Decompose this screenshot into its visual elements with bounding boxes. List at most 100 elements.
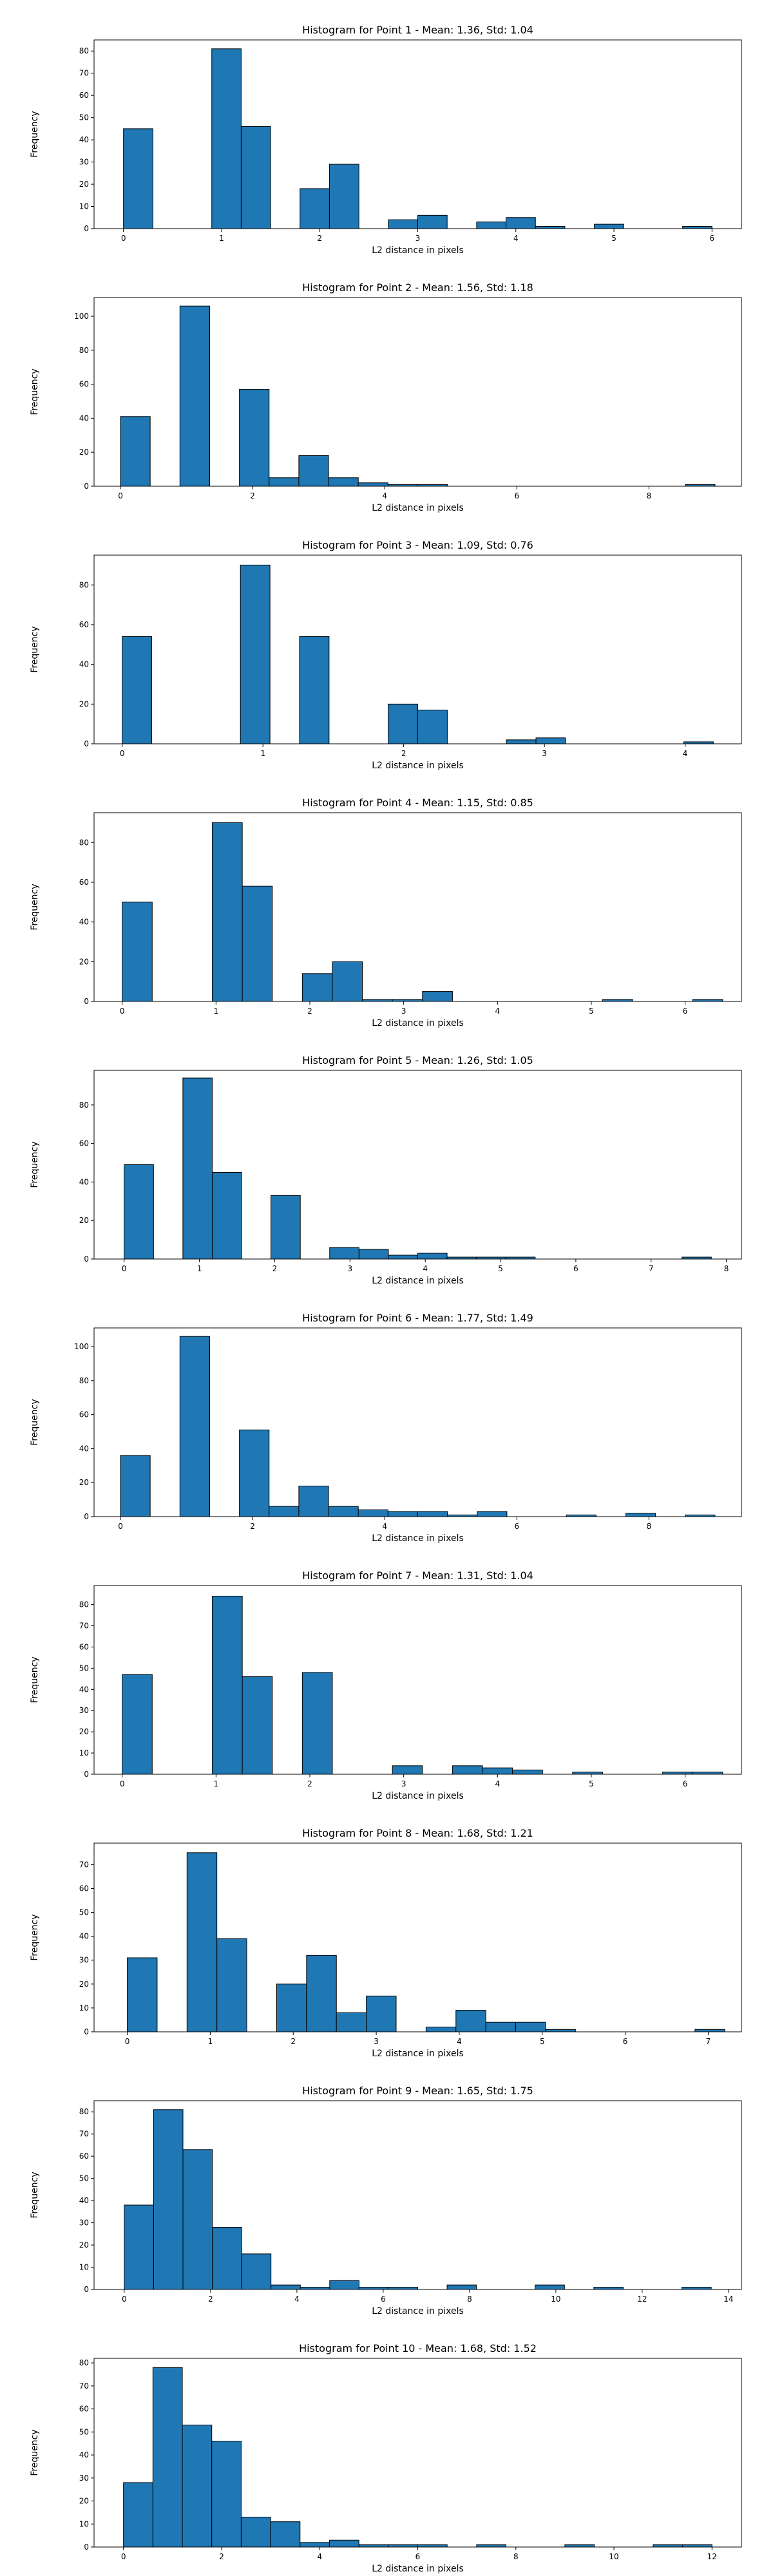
histogram-bar [653, 2544, 683, 2548]
y-tick-label: 0 [84, 1255, 89, 1264]
histogram-bar [240, 564, 271, 744]
x-tick-label: 0 [118, 1522, 123, 1531]
y-tick-label: 80 [79, 580, 89, 589]
histogram-bar [328, 1506, 359, 1517]
y-tick-label: 60 [79, 2405, 89, 2414]
axes-frame [93, 1842, 742, 2032]
x-tick-label: 1 [197, 1264, 202, 1273]
y-tick-label: 20 [79, 2497, 89, 2506]
histogram-bar [388, 2544, 418, 2548]
x-tick-label: 2 [291, 2037, 296, 2046]
histogram-bar [332, 961, 363, 1002]
y-tick-label: 20 [79, 1980, 89, 1989]
x-axis-label: L2 distance in pixels [372, 1276, 464, 1286]
x-tick-label: 8 [513, 2552, 519, 2561]
x-tick-label: 6 [515, 1522, 520, 1531]
chart-title: Histogram for Point 4 - Mean: 1.15, Std:… [302, 797, 533, 809]
histogram-bar [240, 2517, 271, 2548]
histogram-bar [388, 1255, 419, 1260]
y-tick-label: 30 [79, 158, 89, 167]
y-tick-label: 40 [79, 2196, 89, 2205]
histogram-bar [306, 1955, 337, 2032]
y-axis-label: Frequency [30, 1141, 40, 1188]
y-tick-label: 50 [79, 1908, 89, 1917]
x-tick-label: 8 [647, 491, 652, 500]
histogram-bar [123, 2482, 153, 2548]
histogram-bar [482, 1767, 513, 1775]
x-tick-label: 14 [723, 2295, 733, 2304]
histogram-bar [276, 1984, 307, 2032]
y-tick-label: 20 [79, 1727, 89, 1736]
y-tick-label: 10 [79, 2003, 89, 2012]
histogram-bar [153, 2109, 184, 2290]
histogram-bar [388, 219, 418, 229]
histogram-chart-9: Histogram for Point 9 - Mean: 1.65, Std:… [30, 2085, 742, 2316]
histogram-bar [388, 2287, 419, 2290]
chart-title: Histogram for Point 6 - Mean: 1.77, Std:… [302, 1312, 533, 1324]
y-axis-label: Frequency [30, 2429, 40, 2476]
histogram-bar [182, 1077, 213, 1260]
histogram-bar [271, 1195, 301, 1260]
y-tick-label: 0 [84, 1770, 89, 1779]
x-tick-label: 1 [214, 1007, 219, 1016]
histogram-bar [123, 128, 153, 229]
y-axis-label: Frequency [30, 368, 40, 415]
x-tick-label: 6 [683, 1779, 688, 1788]
x-tick-label: 5 [611, 234, 616, 243]
y-tick-label: 60 [79, 878, 89, 887]
histogram-bar [336, 2012, 367, 2032]
x-tick-label: 0 [121, 234, 126, 243]
histogram-bar [425, 2027, 457, 2032]
x-tick-label: 8 [647, 1522, 652, 1531]
y-tick-label: 60 [79, 1410, 89, 1419]
x-axis-label: L2 distance in pixels [372, 2049, 464, 2059]
histogram-bar [211, 1171, 242, 1260]
y-tick-label: 40 [79, 135, 89, 144]
y-tick-label: 0 [84, 1512, 89, 1521]
y-axis-label: Frequency [30, 1656, 40, 1703]
y-tick-label: 40 [79, 2450, 89, 2459]
histogram-bar [298, 455, 329, 487]
histogram-bar [564, 2544, 595, 2548]
x-tick-label: 3 [348, 1264, 353, 1273]
histogram-bar [682, 226, 712, 229]
y-tick-label: 40 [79, 1932, 89, 1941]
x-tick-label: 10 [609, 2552, 618, 2561]
x-tick-label: 2 [250, 491, 255, 500]
x-tick-label: 2 [307, 1779, 312, 1788]
histogram-bar [417, 2544, 448, 2548]
y-tick-label: 10 [79, 1748, 89, 1757]
y-tick-label: 80 [79, 1600, 89, 1609]
histogram-bar [417, 1253, 448, 1260]
histogram-bar [476, 2544, 507, 2548]
y-tick-label: 20 [79, 699, 89, 708]
x-axis-label: L2 distance in pixels [372, 245, 464, 256]
histogram-bar [417, 710, 448, 744]
x-tick-label: 5 [498, 1264, 503, 1273]
y-tick-label: 80 [79, 2107, 89, 2116]
x-tick-label: 4 [423, 1264, 428, 1273]
histogram-bar [300, 2287, 330, 2290]
x-tick-label: 4 [294, 2295, 300, 2304]
y-tick-label: 30 [79, 2474, 89, 2483]
histogram-bar [269, 477, 300, 487]
x-axis-label: L2 distance in pixels [372, 1533, 464, 1544]
y-tick-label: 40 [79, 1444, 89, 1453]
histogram-bar [122, 1674, 153, 1775]
histogram-bar [512, 1769, 543, 1775]
x-axis-label: L2 distance in pixels [372, 1791, 464, 1801]
x-tick-label: 6 [381, 2295, 386, 2304]
chart-title: Histogram for Point 10 - Mean: 1.68, Std… [299, 2342, 537, 2354]
x-tick-label: 0 [122, 2295, 127, 2304]
x-tick-label: 4 [513, 234, 519, 243]
histogram-bar [127, 1957, 158, 2032]
x-tick-label: 6 [623, 2037, 628, 2046]
x-tick-label: 0 [122, 1264, 127, 1273]
y-axis-label: Frequency [30, 884, 40, 930]
histogram-bar [477, 1511, 508, 1517]
x-tick-label: 8 [724, 1264, 729, 1273]
histogram-bar [625, 1513, 656, 1517]
y-tick-label: 70 [79, 2130, 89, 2139]
y-tick-label: 10 [79, 2519, 89, 2528]
